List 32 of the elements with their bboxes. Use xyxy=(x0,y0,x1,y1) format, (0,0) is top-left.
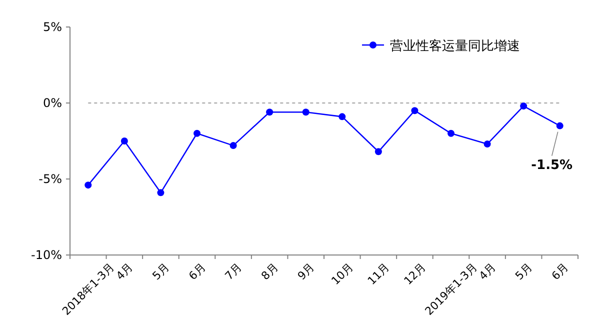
point xyxy=(120,138,128,144)
point xyxy=(84,182,92,189)
point xyxy=(411,107,418,114)
y-tick-label: 5% xyxy=(42,20,62,34)
x-tick-label: 8月 xyxy=(258,260,281,283)
point xyxy=(556,122,564,130)
x-tick-label: 6月 xyxy=(186,260,208,283)
x-tick-label: 5月 xyxy=(512,260,535,283)
x-tick-label: 9月 xyxy=(295,260,318,283)
x-tick-label: 10月 xyxy=(328,260,356,288)
point xyxy=(157,189,164,196)
x-tick-label: 7月 xyxy=(222,260,244,283)
point xyxy=(194,130,200,137)
x-tick-label: 4月 xyxy=(476,260,498,283)
point xyxy=(230,142,237,150)
point xyxy=(374,148,382,156)
x-tick-label: 12月 xyxy=(402,260,428,288)
x-tick-label: 6月 xyxy=(549,260,572,283)
x-tick-label: 5月 xyxy=(150,260,172,283)
point xyxy=(484,140,491,148)
y-tick-label: 0% xyxy=(42,96,62,110)
data-label: -1.5% xyxy=(531,158,573,173)
x-tick-label: 4月 xyxy=(114,260,136,283)
point xyxy=(520,102,528,110)
y-tick-label: -5% xyxy=(38,172,62,186)
point xyxy=(448,130,454,137)
point xyxy=(302,108,310,116)
point xyxy=(266,108,274,116)
point xyxy=(338,113,346,120)
legend-label: 营业性客运量同比增速 xyxy=(390,38,520,54)
y-tick-label: -10% xyxy=(30,248,62,262)
x-tick-label: 11月 xyxy=(365,260,392,288)
